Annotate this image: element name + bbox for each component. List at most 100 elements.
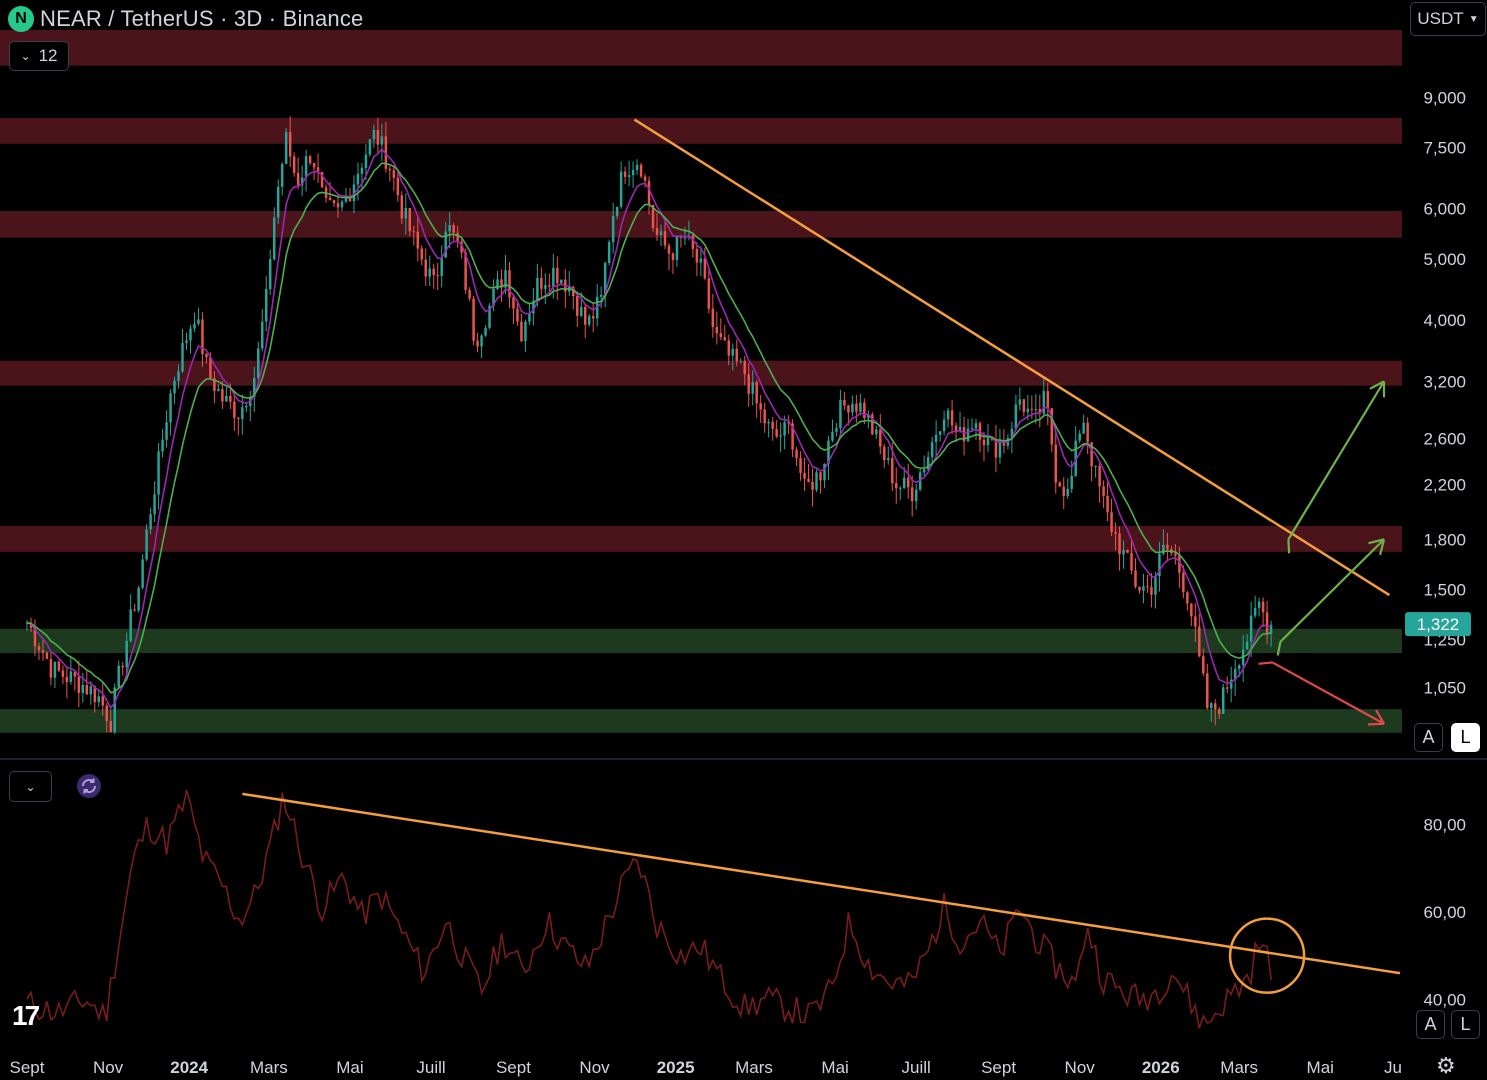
time-axis-label: Sept [981,1058,1016,1077]
candle-body [647,180,651,205]
time-axis-label: Mars [735,1058,773,1077]
candle [261,308,264,352]
candle-body [930,442,934,458]
candle-body [133,609,136,611]
tradingview-logo-icon[interactable]: 17 [12,1000,40,1031]
candle-body [659,231,663,235]
candle [109,709,112,733]
candle-body [456,232,459,242]
candle-body [524,321,527,342]
time-axis-label: Mars [1220,1058,1258,1077]
candle [416,215,420,262]
candle-body [1058,482,1061,487]
candle-body [484,327,487,336]
candle [910,475,914,517]
candle [1130,537,1133,575]
candle [268,249,272,295]
candle [340,199,344,212]
candle-body [811,481,814,490]
candle-body [1138,586,1141,591]
candle-body [89,686,93,695]
candle [137,585,140,613]
candle [627,160,631,187]
candle-body [671,253,675,260]
candle-body [703,258,707,279]
osc-auto-scale-button[interactable]: A [1416,1010,1445,1039]
candle-body [1074,440,1077,476]
candle [859,393,862,416]
candle-body [49,658,53,678]
arrow-shaft [1287,380,1385,540]
candle-body [627,175,631,177]
candle [1014,394,1018,432]
candle-body [779,435,782,437]
chart-title[interactable]: NEAR / TetherUS · 3D · Binance [40,6,364,31]
candle-body [1186,592,1189,604]
candle [336,193,340,218]
candle [197,307,200,326]
candle-body [33,627,37,647]
candle [233,390,236,431]
candle [1225,676,1229,694]
candle [376,117,380,155]
candle [249,390,252,422]
candle-body [1158,553,1161,577]
osc-log-scale-button[interactable]: L [1451,1010,1480,1039]
quote-currency-select[interactable]: USDT ▼ [1410,2,1486,36]
candle-body [181,342,184,372]
candle [332,199,336,207]
candle [591,302,595,333]
candle-body [1066,488,1069,496]
oscillator-pane[interactable]: 80,00 60,00 40,00 [26,789,1466,1029]
candle [304,149,308,192]
candle [643,173,647,188]
candle-body [615,206,619,216]
log-scale-button[interactable]: L [1451,723,1480,752]
candle-body [316,167,320,172]
price-pane[interactable]: 9,000 7,500 6,000 5,000 4,000 3,200 2,600 2,200… [0,30,1471,735]
time-axis[interactable]: Sept Nov 2024 Mars Mai Juill Sept Nov 2025 Mars Ma… [10,1058,1402,1077]
candle-body [161,439,164,452]
candle [520,313,523,343]
candle-body [516,308,519,322]
candle-body [863,402,866,419]
candle-body [468,289,471,299]
gear-icon[interactable]: ⚙ [1436,1053,1456,1078]
candle-body [1030,408,1034,410]
candle-body [970,428,974,430]
candle [348,187,352,202]
candle-body [1042,391,1046,414]
time-axis-label: Sept [496,1058,531,1077]
candle [1257,597,1261,617]
candle [508,261,511,308]
refresh-icon[interactable] [74,771,103,800]
candle-body [847,405,850,413]
candle [568,270,571,296]
indicators-toggle-button[interactable]: ⌄ 12 [9,41,69,71]
candle [288,116,292,167]
candle-body [603,263,607,295]
oscillator-toggle-button[interactable]: ⌄ [9,771,52,802]
candle-body [851,403,854,413]
candle-body [225,395,228,402]
candle [1042,378,1046,418]
candle-body [241,407,244,419]
candle-body [891,458,894,484]
candle [1022,398,1026,417]
candle-body [1162,544,1165,554]
candle-body [300,177,304,186]
candle [480,333,483,359]
candle [1102,480,1105,509]
candle [1182,565,1185,599]
candle-body [137,587,140,611]
candle-body [101,696,104,706]
candle [723,325,727,341]
candle-body [791,423,794,450]
candle [1066,478,1069,500]
oscillator-trendline [242,792,1401,975]
candle-body [1194,616,1197,627]
auto-scale-button[interactable]: A [1414,723,1443,752]
candle [875,425,878,439]
arrow-tail [1287,539,1291,554]
